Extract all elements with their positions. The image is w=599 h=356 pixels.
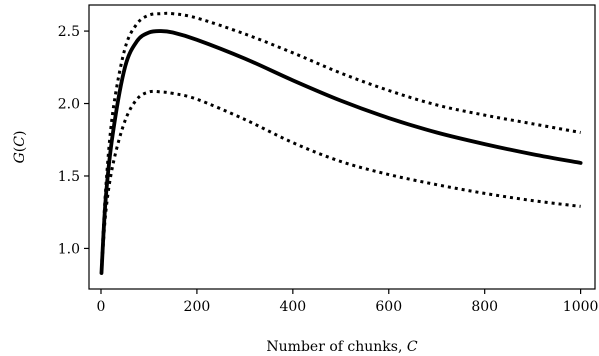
x-tick-label: 200 (184, 299, 211, 315)
series-line-lower-bound (99, 89, 581, 275)
plot-lines (99, 11, 583, 275)
x-tick-label: 600 (375, 299, 402, 315)
y-tick-label: 1.0 (58, 241, 80, 257)
y-tick-label: 2.0 (58, 97, 80, 113)
x-tick-label: 0 (97, 299, 106, 315)
axis-labels: Number of chunks, C G(C) (12, 131, 418, 355)
series-line-mean (99, 29, 583, 275)
x-tick-label: 800 (471, 299, 498, 315)
x-tick-label: 1000 (563, 299, 599, 315)
y-tick-label: 2.5 (58, 24, 80, 40)
y-tick-label: 1.5 (58, 169, 80, 185)
y-axis-label: G(C) (12, 131, 28, 164)
x-axis-label: Number of chunks, C (266, 339, 417, 355)
plot-frame (88, 4, 596, 290)
x-axis: 0 200 400 600 800 1000 (97, 289, 599, 315)
y-axis: 1.0 1.5 2.0 2.5 (58, 24, 89, 257)
x-tick-label: 400 (279, 299, 306, 315)
